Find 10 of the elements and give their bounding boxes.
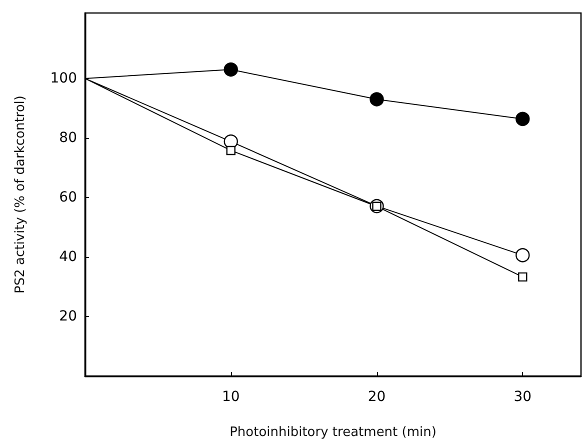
y-axis-title: PS2 activity (% of darkcontrol) <box>13 96 28 294</box>
x-tick-label: 30 <box>514 389 532 405</box>
y-tick-label: 40 <box>59 248 77 265</box>
y-tick-label: 60 <box>59 189 77 206</box>
y-tick-label: 80 <box>59 130 77 146</box>
y-tick-label: 100 <box>50 70 77 86</box>
x-tick-label: 10 <box>222 389 240 405</box>
y-tick-label: 20 <box>59 308 77 324</box>
x-axis-title: Photoinhibitory treatment (min) <box>230 425 436 440</box>
x-tick-label: 20 <box>368 389 386 405</box>
